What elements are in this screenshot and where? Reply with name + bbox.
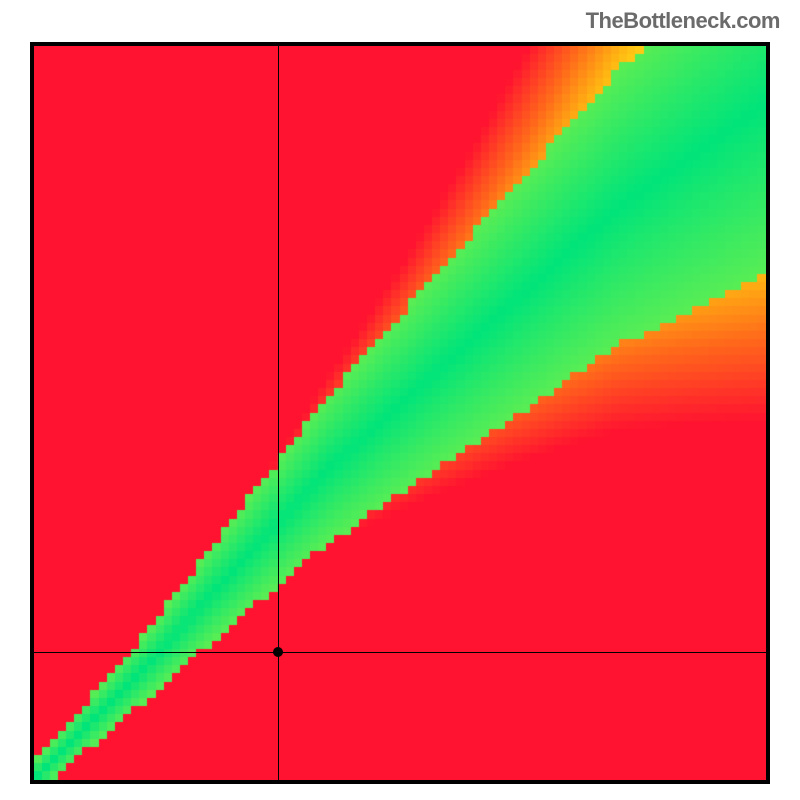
crosshair-vertical xyxy=(278,46,279,780)
heatmap-canvas xyxy=(34,46,766,780)
marker-point xyxy=(273,647,283,657)
chart-container: { "watermark": "TheBottleneck.com", "cha… xyxy=(0,0,800,800)
crosshair-horizontal xyxy=(34,652,766,653)
heatmap-frame xyxy=(30,42,770,784)
watermark-text: TheBottleneck.com xyxy=(586,8,780,34)
